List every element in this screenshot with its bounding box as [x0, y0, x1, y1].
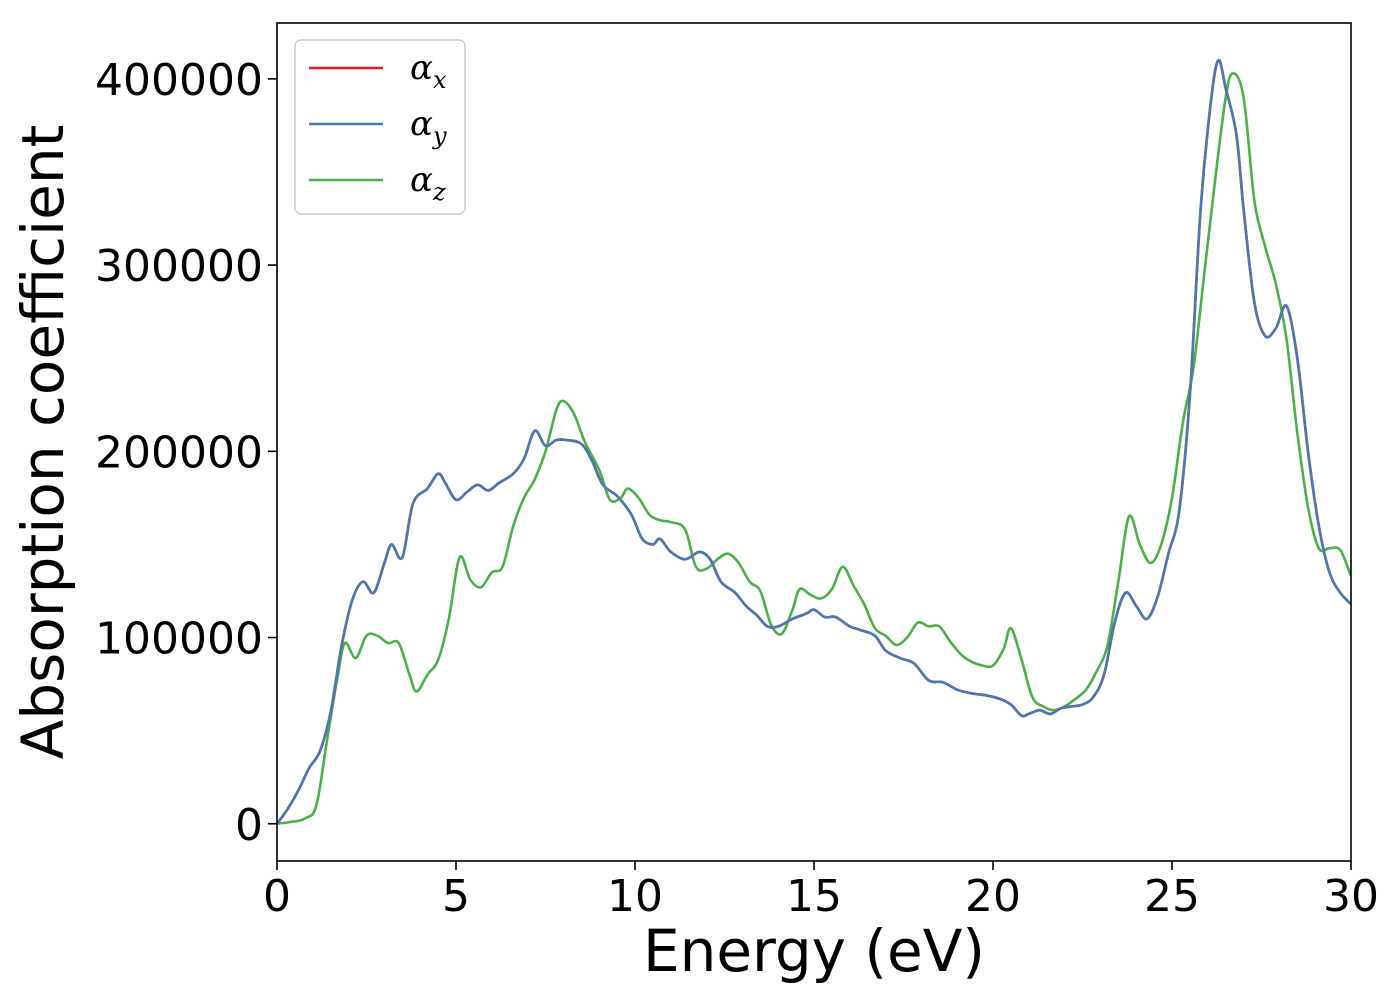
legend-label-subscript: z [432, 178, 446, 206]
x-tick-label: 30 [1323, 871, 1379, 922]
x-tick-label: 25 [1144, 871, 1200, 922]
x-tick-label: 10 [607, 871, 663, 922]
y-tick-label: 200000 [95, 427, 263, 478]
y-tick-label: 400000 [95, 55, 263, 106]
y-tick-label: 0 [235, 800, 263, 851]
legend-label-base: α [410, 160, 433, 200]
y-tick-label: 100000 [95, 614, 263, 665]
x-tick-label: 15 [786, 871, 842, 922]
legend-label-base: α [410, 48, 433, 88]
absorption-chart: 0 5 10 15 20 25 30 0 100000 200000 300000 400000 E… [0, 0, 1400, 1000]
y-axis-label: Absorption coefficient [9, 125, 77, 760]
chart-background [0, 0, 1400, 1000]
x-tick-label: 5 [442, 871, 470, 922]
legend-label-subscript: y [432, 122, 447, 150]
legend-label-subscript: x [433, 66, 447, 94]
y-tick-label: 300000 [95, 241, 263, 292]
x-tick-label: 20 [965, 871, 1021, 922]
x-tick-label: 0 [263, 871, 291, 922]
x-axis-label: Energy (eV) [643, 917, 985, 985]
legend-label-base: α [410, 104, 433, 144]
